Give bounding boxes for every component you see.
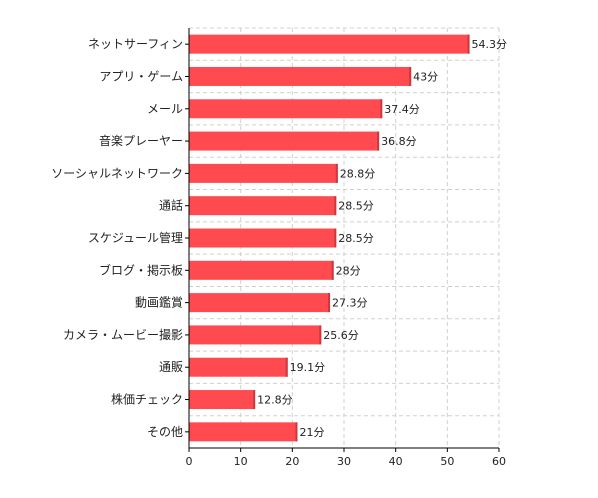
value-label: 54.3分 <box>472 38 508 51</box>
bar-group <box>189 390 256 410</box>
bar <box>189 196 337 216</box>
bar <box>189 260 334 280</box>
category-label: ブログ・掲示板 <box>99 262 183 277</box>
value-label: 25.6分 <box>323 329 359 342</box>
bar-edge <box>409 66 412 86</box>
x-tick-label: 40 <box>389 455 403 468</box>
category-label: その他 <box>147 425 183 439</box>
bar-group <box>189 99 383 119</box>
bar-group <box>189 260 334 280</box>
bar <box>189 293 331 313</box>
x-tick-label: 30 <box>337 455 351 468</box>
bar-group <box>189 357 288 377</box>
value-label: 37.4分 <box>384 103 420 116</box>
grid <box>189 27 500 449</box>
category-label: アプリ・ゲーム <box>99 69 183 83</box>
bar <box>189 131 380 151</box>
bar <box>189 357 288 377</box>
bar-edge <box>319 325 322 345</box>
bar-group <box>189 163 338 183</box>
x-tick-label: 0 <box>186 455 193 468</box>
value-label: 28分 <box>336 264 361 277</box>
category-label: ソーシャルネットワーク <box>51 166 183 180</box>
bar-edge <box>328 293 331 313</box>
bar-edge <box>467 34 470 54</box>
bar-edge <box>334 228 337 248</box>
bar-edge <box>335 163 338 183</box>
bar-edge <box>331 260 334 280</box>
bar <box>189 325 322 345</box>
bars <box>189 34 470 442</box>
bar <box>189 422 298 442</box>
value-label: 28.5分 <box>338 200 374 213</box>
value-label: 28.5分 <box>338 232 374 245</box>
bar-group <box>189 34 470 54</box>
x-tick-label: 50 <box>440 455 454 468</box>
category-label: 株価チェック <box>111 392 183 407</box>
category-label: 動画鑑賞 <box>135 295 183 310</box>
bar-group <box>189 66 412 86</box>
category-label: 通販 <box>159 360 183 374</box>
value-label: 43分 <box>413 70 438 83</box>
bar-group <box>189 325 322 345</box>
category-label: カメラ・ムービー撮影 <box>63 328 183 342</box>
bar <box>189 228 337 248</box>
bar-edge <box>334 196 337 216</box>
bar-edge <box>380 99 383 119</box>
x-tick-label: 20 <box>285 455 299 468</box>
value-label: 36.8分 <box>381 135 417 148</box>
category-label: スケジュール管理 <box>88 230 183 245</box>
value-label: 27.3分 <box>332 297 368 310</box>
category-label: 通話 <box>159 198 183 213</box>
bar-group <box>189 131 380 151</box>
bar-edge <box>295 422 298 442</box>
value-label: 12.8分 <box>257 394 293 407</box>
bar-group <box>189 196 337 216</box>
bar-edge <box>253 390 256 410</box>
value-label: 21分 <box>300 426 325 439</box>
bar <box>189 390 256 410</box>
bar-group <box>189 228 337 248</box>
bar <box>189 66 412 86</box>
category-label: ネットサーフィン <box>88 37 183 51</box>
bar-edge <box>285 357 288 377</box>
bar <box>189 34 470 54</box>
x-tick-label: 10 <box>234 455 248 468</box>
bar <box>189 163 338 183</box>
category-label: 音楽プレーヤー <box>99 133 183 148</box>
category-label: メール <box>147 102 183 116</box>
bar-group <box>189 293 331 313</box>
x-tick-label: 60 <box>492 455 506 468</box>
bar-group <box>189 422 298 442</box>
axes <box>185 28 500 452</box>
value-label: 19.1分 <box>290 361 326 374</box>
bar-edge <box>377 131 380 151</box>
value-label: 28.8分 <box>340 167 376 180</box>
bar <box>189 99 383 119</box>
